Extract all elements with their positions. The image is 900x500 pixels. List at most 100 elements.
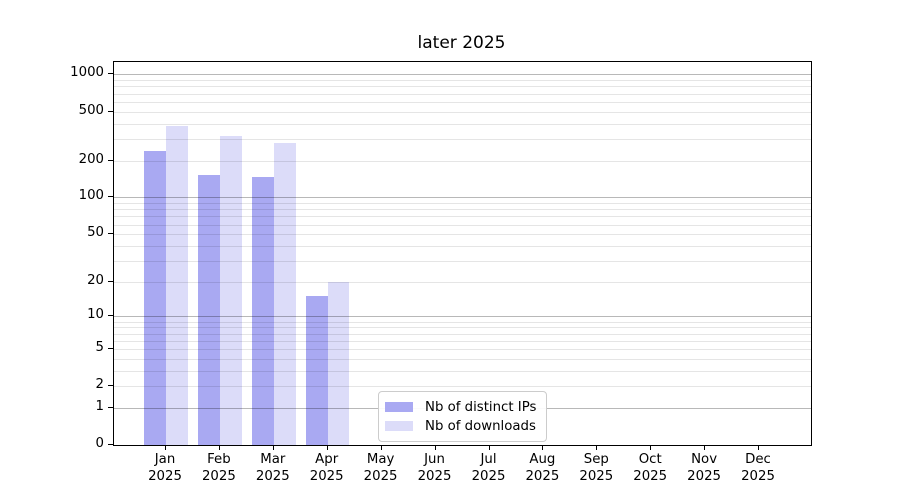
x-tick-month: Jun xyxy=(424,452,445,467)
gridline-700 xyxy=(114,93,811,95)
gridline-7 xyxy=(114,333,811,335)
x-tick-label-jan: Jan 2025 xyxy=(133,451,197,485)
gridline-900 xyxy=(114,80,811,81)
x-tick-label-aug: Aug 2025 xyxy=(510,451,574,485)
gridline-60 xyxy=(114,224,811,226)
gridline-80 xyxy=(114,209,811,211)
bar-feb-downloads xyxy=(219,136,242,445)
gridline-70 xyxy=(114,216,811,218)
bar-feb-distinct-ips xyxy=(198,174,220,445)
x-tick-month: Mar xyxy=(260,452,286,467)
y-tick-mark-1000 xyxy=(108,73,113,75)
y-tick-mark-5 xyxy=(108,347,113,349)
gridline-2 xyxy=(114,386,811,388)
y-tick-label-500: 500 xyxy=(78,102,104,118)
bar-mar-distinct-ips xyxy=(252,176,274,445)
y-tick-label-20: 20 xyxy=(87,272,104,288)
legend: Nb of distinct IPs Nb of downloads xyxy=(378,391,548,442)
y-tick-label-5: 5 xyxy=(95,339,104,355)
x-tick-mark-dec xyxy=(758,445,759,450)
gridline-1000 xyxy=(114,74,811,76)
x-tick-year: 2025 xyxy=(148,469,182,484)
bar-apr-distinct-ips xyxy=(305,296,328,445)
x-tick-month: May xyxy=(366,452,395,467)
x-tick-label-nov: Nov 2025 xyxy=(672,451,736,485)
gridline-500 xyxy=(114,111,811,113)
x-tick-month: Dec xyxy=(745,452,771,467)
x-tick-mark-mar xyxy=(272,445,274,450)
bar-jan-downloads xyxy=(166,125,188,445)
x-tick-label-oct: Oct 2025 xyxy=(618,451,682,485)
x-tick-year: 2025 xyxy=(255,469,290,484)
gridline-3 xyxy=(114,370,811,372)
legend-item-downloads: Nb of downloads xyxy=(385,417,536,435)
x-tick-mark-feb xyxy=(218,445,220,450)
y-tick-label-0: 0 xyxy=(95,436,104,451)
gridline-800 xyxy=(114,86,811,88)
gridline-4 xyxy=(114,358,811,360)
x-tick-month: Apr xyxy=(315,452,339,467)
x-tick-year: 2025 xyxy=(687,469,722,484)
gridline-400 xyxy=(114,123,811,125)
y-tick-label-100: 100 xyxy=(78,188,104,204)
x-tick-mark-apr xyxy=(326,445,328,450)
bar-mar-downloads xyxy=(273,143,296,445)
y-tick-mark-10 xyxy=(108,315,113,317)
x-tick-mark-oct xyxy=(650,445,652,450)
x-tick-mark-jul xyxy=(488,445,490,450)
x-tick-month: Feb xyxy=(207,452,231,467)
x-tick-year: 2025 xyxy=(579,469,614,484)
x-tick-mark-jan xyxy=(165,445,166,450)
bar-jan-distinct-ips xyxy=(144,151,166,445)
x-tick-label-jul: Jul 2025 xyxy=(457,451,521,485)
x-tick-year: 2025 xyxy=(201,469,236,484)
bars-layer xyxy=(114,62,811,445)
legend-item-distinct-ips: Nb of distinct IPs xyxy=(385,398,536,416)
gridline-50 xyxy=(114,234,811,236)
plot-area: Nb of distinct IPs Nb of downloads xyxy=(113,61,812,446)
y-tick-mark-20 xyxy=(108,280,113,282)
x-tick-mark-nov xyxy=(704,445,706,450)
y-tick-mark-100 xyxy=(108,196,113,198)
x-tick-year: 2025 xyxy=(363,469,398,484)
y-tick-mark-200 xyxy=(108,159,113,161)
gridline-90 xyxy=(114,203,811,204)
gridline-200 xyxy=(114,160,811,162)
bar-apr-downloads xyxy=(327,281,350,445)
gridline-9 xyxy=(114,321,811,323)
x-tick-year: 2025 xyxy=(417,469,452,484)
x-tick-month: Sep xyxy=(583,452,609,467)
y-tick-label-200: 200 xyxy=(78,151,104,167)
x-tick-label-dec: Dec 2025 xyxy=(726,451,790,485)
x-tick-mark-aug xyxy=(542,445,544,450)
gridline-600 xyxy=(114,101,811,103)
y-tick-label-1: 1 xyxy=(95,398,104,414)
legend-swatch-downloads xyxy=(385,421,413,431)
gridline-6 xyxy=(114,340,811,342)
gridline-100 xyxy=(114,197,811,199)
gridline-5 xyxy=(114,348,811,350)
y-tick-mark-500 xyxy=(108,110,113,112)
x-tick-month: Oct xyxy=(638,452,662,467)
y-tick-label-50: 50 xyxy=(87,225,104,241)
x-tick-month: Aug xyxy=(529,452,556,467)
legend-swatch-distinct-ips xyxy=(385,402,413,412)
x-tick-label-sep: Sep 2025 xyxy=(564,451,628,485)
x-tick-year: 2025 xyxy=(741,469,775,484)
x-tick-year: 2025 xyxy=(633,469,668,484)
x-tick-month: Nov xyxy=(691,452,718,467)
x-tick-label-apr: Apr 2025 xyxy=(295,451,359,485)
y-tick-mark-50 xyxy=(108,233,113,235)
gridline-10 xyxy=(114,316,811,318)
legend-label-downloads: Nb of downloads xyxy=(425,418,536,434)
x-tick-year: 2025 xyxy=(525,469,560,484)
legend-label-distinct-ips: Nb of distinct IPs xyxy=(425,399,537,415)
y-tick-label-10: 10 xyxy=(87,307,104,323)
x-tick-year: 2025 xyxy=(471,469,506,484)
y-tick-mark-0 xyxy=(108,444,113,445)
x-tick-month: Jul xyxy=(480,452,497,467)
chart-title: later 2025 xyxy=(417,33,506,53)
y-tick-mark-2 xyxy=(108,385,113,387)
x-tick-label-may: May 2025 xyxy=(349,451,413,485)
